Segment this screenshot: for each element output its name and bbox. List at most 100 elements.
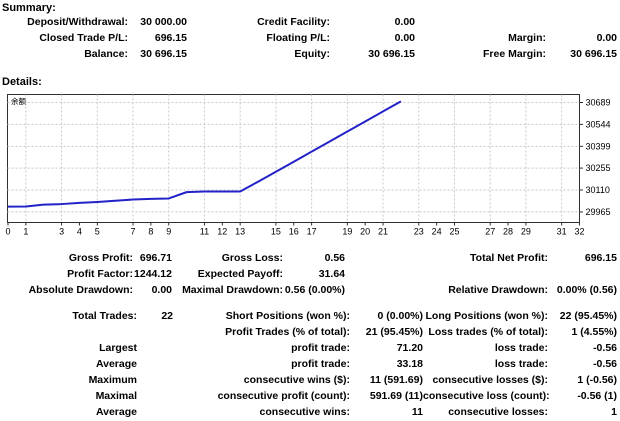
- summary-table: Deposit/Withdrawal: 30 000.00 Credit Facil…: [0, 14, 617, 62]
- x-axis-label: 5: [95, 227, 100, 237]
- stat-value: 21 (95.45%): [365, 326, 423, 338]
- y-axis-label: 30110: [586, 185, 610, 195]
- stat-label: consecutive wins ($):: [243, 374, 350, 386]
- x-axis-label: 7: [131, 227, 136, 237]
- stat-value: 0.56 (0.00%): [284, 284, 345, 296]
- x-axis-label: 1: [23, 227, 28, 237]
- stat-value: 696.15: [584, 252, 617, 264]
- stat-value: [137, 404, 173, 420]
- stat-label: [345, 266, 548, 282]
- stat-value: [137, 388, 173, 404]
- stat-value: 0.00: [596, 32, 617, 44]
- chart-legend-balance-label: 余额: [11, 96, 26, 106]
- x-axis-label: 32: [574, 227, 584, 237]
- stat-label: Average: [95, 358, 137, 370]
- stat-value: [546, 14, 617, 30]
- stat-label: [415, 14, 546, 30]
- stat-label: Gross Profit:: [68, 252, 133, 264]
- stat-label: Short Positions (won %):: [225, 310, 350, 322]
- stat-label: Profit Trades (% of total):: [225, 326, 350, 338]
- stat-label: Relative Drawdown:: [448, 284, 548, 296]
- stat-value: 11: [411, 406, 423, 418]
- x-axis-label: 16: [289, 227, 299, 237]
- stat-label: Maximal Drawdown:: [182, 284, 283, 296]
- stat-value: 30 696.15: [140, 48, 187, 60]
- stat-value: -0.56: [593, 342, 617, 354]
- x-axis-label: 23: [414, 227, 424, 237]
- x-axis-label: 11: [200, 227, 209, 237]
- stat-label: Average: [95, 406, 137, 418]
- stat-value: -0.56: [593, 358, 617, 370]
- stat-label: Closed Trade P/L:: [39, 32, 128, 44]
- stat-value: 0.00% (0.56): [556, 284, 617, 296]
- stat-label: loss trade:: [494, 342, 548, 354]
- x-axis-label: 28: [503, 227, 513, 237]
- y-axis-label: 29965: [586, 207, 611, 217]
- stat-value: 30 696.15: [368, 48, 415, 60]
- stat-value: 31.64: [318, 268, 345, 280]
- stat-label: Maximal: [95, 390, 137, 402]
- stat-label: profit trade:: [291, 358, 350, 370]
- stat-label: [0, 324, 137, 340]
- stat-label: consecutive wins:: [259, 406, 350, 418]
- stat-label: Equity:: [294, 48, 330, 60]
- x-axis-label: 29: [521, 227, 531, 237]
- stat-value: 591.69 (11): [369, 390, 423, 402]
- trade-stats-table: Total Trades: 22 Short Positions (won %): 0…: [0, 308, 617, 420]
- stat-label: consecutive profit (count):: [217, 390, 350, 402]
- stat-label: Profit Factor:: [67, 268, 133, 280]
- stat-value: 11 (591.69): [369, 374, 423, 386]
- stat-value: 22: [161, 310, 173, 322]
- stat-value: 696.71: [139, 252, 172, 264]
- y-axis-label: 30399: [586, 141, 611, 151]
- stat-value: 0.00: [394, 16, 415, 28]
- stat-value: 1244.12: [134, 268, 172, 280]
- x-axis-label: 21: [378, 227, 388, 237]
- stat-label: loss trade:: [494, 358, 548, 370]
- chart-ticks: [7, 102, 583, 226]
- x-axis-label: 24: [432, 227, 442, 237]
- stat-label: Deposit/Withdrawal:: [27, 16, 128, 28]
- stat-label: Largest: [99, 342, 137, 354]
- chart-y-labels: 29965 30110 30255 30399 30544 30689: [586, 98, 611, 217]
- x-axis-label: 13: [235, 227, 245, 237]
- stat-value: 33.18: [396, 358, 423, 370]
- stat-label: Free Margin:: [482, 48, 546, 60]
- x-axis-label: 12: [217, 227, 227, 237]
- chart-plot-border: [7, 94, 580, 223]
- x-axis-label: 8: [148, 227, 153, 237]
- stat-label: Margin:: [508, 32, 546, 44]
- stat-label: consecutive losses:: [448, 406, 548, 418]
- y-axis-label: 30255: [586, 163, 611, 173]
- x-axis-label: 17: [307, 227, 317, 237]
- stat-label: Absolute Drawdown:: [28, 284, 133, 296]
- stat-value: 1 (4.55%): [571, 326, 617, 338]
- stat-value: 1 (-0.56): [577, 374, 617, 386]
- stat-value: 30 000.00: [140, 16, 187, 28]
- stat-value: -0.56 (1): [577, 390, 617, 402]
- x-axis-label: 3: [59, 227, 64, 237]
- y-axis-label: 30544: [586, 119, 611, 129]
- summary-title: Summary:: [2, 2, 56, 14]
- stat-value: 0 (0.00%): [377, 310, 423, 322]
- chart-gridlines: [7, 94, 580, 223]
- stat-value: 0.00: [394, 32, 415, 44]
- stat-value: 0.00: [151, 284, 172, 296]
- stat-value: 0.56: [324, 252, 345, 264]
- stat-label: Gross Loss:: [221, 252, 283, 264]
- x-axis-label: 31: [557, 227, 567, 237]
- stat-label: Maximum: [88, 374, 137, 386]
- stat-value: 696.15: [154, 32, 187, 44]
- y-axis-label: 30689: [586, 98, 611, 108]
- stat-label: Total Net Profit:: [470, 252, 548, 264]
- stat-value: [137, 356, 173, 372]
- stat-value: [137, 372, 173, 388]
- details-title: Details:: [2, 76, 42, 88]
- stat-value: [137, 340, 173, 356]
- stat-value: 1: [611, 406, 617, 418]
- stat-value: 71.20: [396, 342, 423, 354]
- stat-label: Loss trades (% of total):: [428, 326, 548, 338]
- x-axis-label: 15: [271, 227, 281, 237]
- details-stats-table: Gross Profit: 696.71 Gross Loss: 0.56 Total …: [0, 250, 617, 298]
- stat-value: [137, 324, 173, 340]
